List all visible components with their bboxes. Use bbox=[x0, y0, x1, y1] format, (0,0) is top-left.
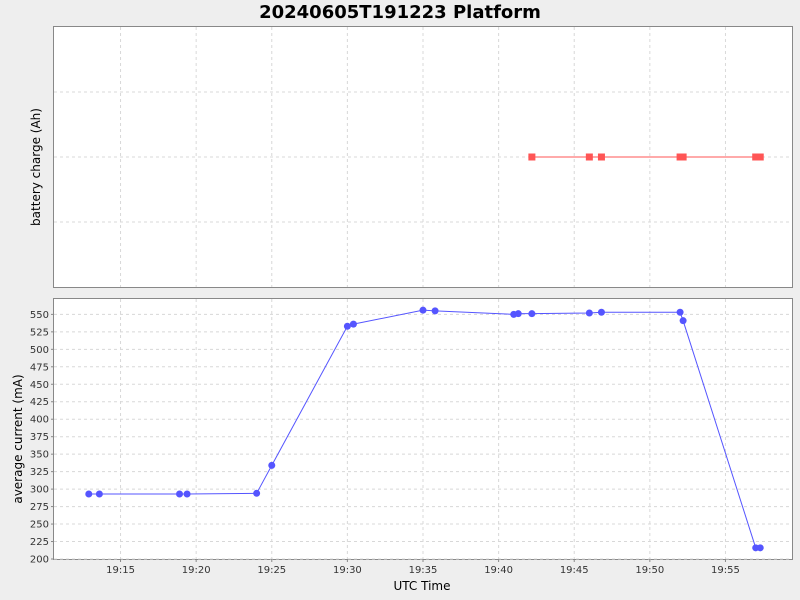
data-point bbox=[597, 308, 605, 316]
data-point bbox=[419, 306, 427, 314]
data-point bbox=[253, 489, 261, 497]
data-point bbox=[756, 544, 764, 552]
data-point bbox=[756, 153, 764, 161]
data-point bbox=[514, 310, 522, 318]
data-point bbox=[431, 307, 439, 315]
y-tick-label: 275 bbox=[30, 502, 49, 513]
x-tick-label: 19:30 bbox=[333, 565, 362, 576]
data-point bbox=[585, 309, 593, 317]
y-tick-label: 550 bbox=[30, 310, 49, 321]
x-tick-label: 19:55 bbox=[711, 565, 740, 576]
x-axis-label: UTC Time bbox=[394, 579, 451, 593]
y-tick-label: 300 bbox=[30, 485, 49, 496]
x-tick-label: 19:45 bbox=[560, 565, 589, 576]
data-point bbox=[85, 490, 93, 498]
y-tick-label: 375 bbox=[30, 432, 49, 443]
x-tick-label: 19:25 bbox=[257, 565, 286, 576]
data-point bbox=[679, 153, 687, 161]
data-point bbox=[95, 490, 103, 498]
data-point bbox=[597, 153, 605, 161]
data-point bbox=[676, 308, 684, 316]
x-tick-label: 19:15 bbox=[106, 565, 135, 576]
data-point bbox=[176, 490, 184, 498]
y-tick-label: 225 bbox=[30, 537, 49, 548]
y-tick-label: 425 bbox=[30, 397, 49, 408]
data-point bbox=[528, 310, 536, 318]
y-tick-label: 475 bbox=[30, 362, 49, 373]
y-ticks-bottom: 200 225 250 275 300 325 350 375 400 425 450 475 500 5… bbox=[30, 310, 54, 566]
y-tick-label: 400 bbox=[30, 415, 49, 426]
y-tick-label: 200 bbox=[30, 555, 49, 566]
data-point bbox=[585, 153, 593, 161]
series-battery-charge bbox=[528, 153, 764, 161]
series-average-current bbox=[85, 306, 764, 552]
y-axis-label-bottom: average current (mA) bbox=[11, 374, 25, 503]
data-point bbox=[528, 153, 536, 161]
y-tick-label: 250 bbox=[30, 520, 49, 531]
data-point bbox=[752, 153, 760, 161]
y-tick-label: 500 bbox=[30, 345, 49, 356]
data-point bbox=[268, 461, 276, 469]
x-ticks: 19:15 19:20 19:25 19:30 19:35 19:40 19:45 19:50… bbox=[106, 559, 740, 576]
y-tick-label: 350 bbox=[30, 450, 49, 461]
y-axis-label-top: battery charge (Ah) bbox=[29, 108, 43, 226]
panel-battery-charge: battery charge (Ah) bbox=[29, 26, 793, 288]
x-tick-label: 19:20 bbox=[182, 565, 211, 576]
data-point bbox=[183, 490, 191, 498]
y-tick-label: 325 bbox=[30, 467, 49, 478]
y-tick-label: 525 bbox=[30, 327, 49, 338]
panel-average-current: 200 225 250 275 300 325 350 375 400 425 450 475 500 5… bbox=[11, 298, 793, 566]
x-tick-label: 19:35 bbox=[409, 565, 438, 576]
data-point bbox=[349, 320, 357, 328]
data-point bbox=[343, 322, 351, 330]
x-tick-label: 19:40 bbox=[484, 565, 513, 576]
grid-bottom bbox=[54, 299, 792, 560]
data-point bbox=[679, 317, 687, 325]
chart-title: 20240605T191223 Platform bbox=[259, 2, 541, 23]
x-tick-label: 19:50 bbox=[635, 565, 664, 576]
y-tick-label: 450 bbox=[30, 380, 49, 391]
grid-top bbox=[54, 27, 792, 287]
